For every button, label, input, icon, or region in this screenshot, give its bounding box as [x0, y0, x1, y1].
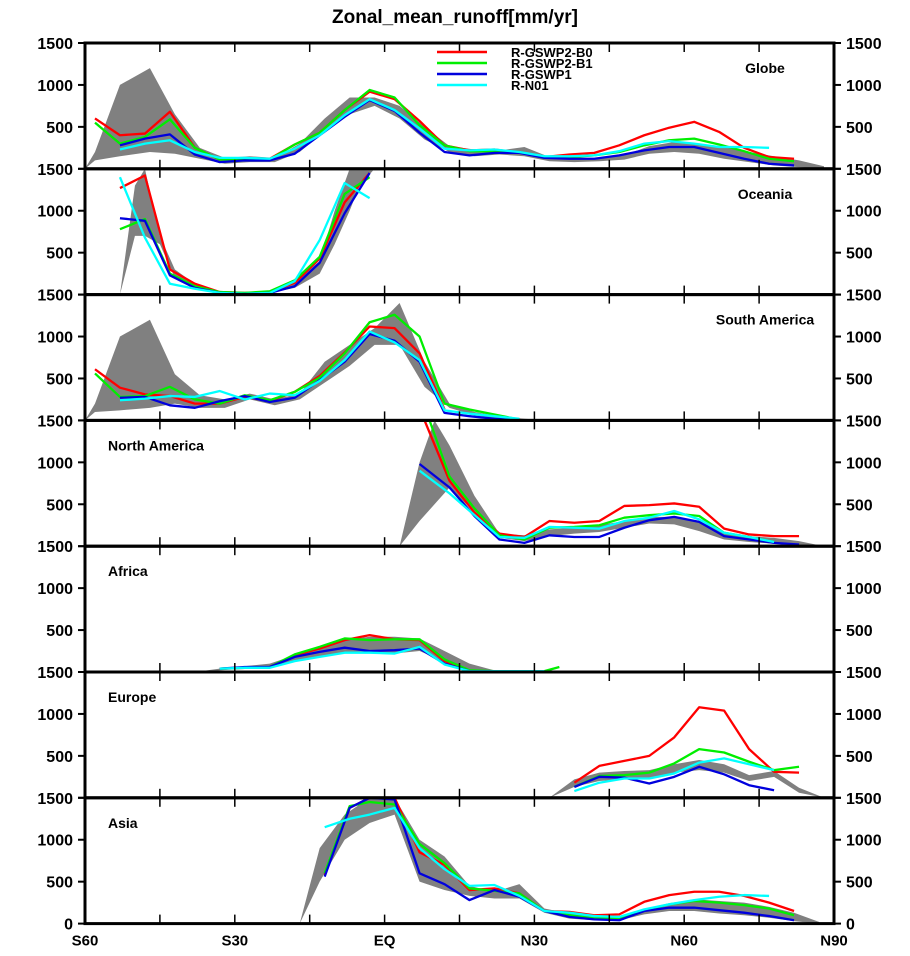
- envelope-asia: [299, 797, 820, 924]
- y-tick-label-left: 1000: [37, 581, 73, 598]
- y-tick-label-right: 1500: [846, 162, 882, 179]
- y-tick-label-left: 1500: [37, 413, 73, 430]
- legend-label-r-gswp2-b1: R-GSWP2-B1: [511, 56, 593, 71]
- y-tick-label-right: 1000: [846, 78, 882, 95]
- series-r-n01-europe: [573, 757, 775, 793]
- legend-label-r-n01: R-N01: [511, 78, 549, 93]
- panel-label-south-america: South America: [716, 312, 814, 328]
- series-r-n01-south-america: [119, 330, 520, 420]
- panel-globe: 500 500 1000 1000 1500 1500 Globe: [37, 36, 882, 171]
- y-tick-label-right: 500: [846, 749, 873, 766]
- y-tick-label-left: 1500: [37, 665, 73, 682]
- y-tick-label-left: 500: [46, 497, 73, 514]
- panel-frame-europe: [83, 670, 836, 800]
- panel-europe: 500 500 1000 1000 1500 1500 Europe: [37, 665, 882, 800]
- y-tick-label-left: 0: [64, 917, 73, 934]
- series-r-gswp2-b1-south-america: [94, 313, 520, 421]
- y-tick-label-right: 1000: [846, 833, 882, 850]
- y-tick-label-left: 1500: [37, 539, 73, 556]
- y-tick-label-left: 1000: [37, 707, 73, 724]
- y-tick-label-right: 1500: [846, 791, 882, 808]
- y-tick-label-left: 1000: [37, 455, 73, 472]
- panel-africa: 500 500 1000 1000 1500 1500 Africa: [37, 539, 882, 674]
- y-tick-label-right: 500: [846, 623, 873, 640]
- y-tick-label-left: 500: [46, 875, 73, 892]
- panel-frame-africa: [83, 544, 836, 674]
- y-tick-label-right: 1000: [846, 455, 882, 472]
- x-tick-label: EQ: [374, 933, 396, 950]
- y-tick-label-right: 1000: [846, 204, 882, 221]
- x-tick-label: S30: [221, 933, 248, 950]
- y-tick-label-left: 500: [46, 246, 73, 263]
- panel-north-america: 500 500 1000 1000 1500 1500 North America: [37, 413, 882, 548]
- y-tick-label-right: 1500: [846, 288, 882, 305]
- y-tick-label-right: 0: [846, 917, 855, 934]
- y-tick-label-right: 500: [846, 246, 873, 263]
- y-tick-label-left: 1500: [37, 162, 73, 179]
- series-r-gswp1-europe: [573, 765, 775, 792]
- envelope-north-america: [399, 420, 825, 547]
- series-r-gswp1-asia: [323, 797, 795, 922]
- y-tick-label-right: 500: [846, 497, 873, 514]
- y-tick-label-left: 1000: [37, 78, 73, 95]
- panel-label-oceania: Oceania: [738, 186, 793, 202]
- envelope-south-america: [85, 302, 550, 421]
- panel-oceania: 500 500 1000 1000 1500 1500 Oceania: [37, 162, 882, 297]
- legend-label-r-gswp1: R-GSWP1: [511, 67, 572, 82]
- legend-label-r-gswp2-b0: R-GSWP2-B0: [511, 45, 593, 60]
- series-r-gswp1-globe: [119, 98, 795, 167]
- y-tick-label-left: 1000: [37, 833, 73, 850]
- series-r-gswp2-b1-europe: [573, 748, 800, 788]
- panel-asia: 0 0 500 500 1000 1000 1500 1500 Asia: [37, 791, 881, 934]
- panel-label-africa: Africa: [108, 563, 148, 579]
- series-r-n01-globe: [119, 98, 770, 160]
- y-tick-label-right: 500: [846, 371, 873, 388]
- y-tick-label-right: 1500: [846, 665, 882, 682]
- series-r-gswp1-north-america: [418, 463, 800, 546]
- panel-label-europe: Europe: [108, 689, 156, 705]
- y-tick-label-right: 1500: [846, 36, 882, 53]
- y-tick-label-left: 500: [46, 623, 73, 640]
- y-tick-label-left: 500: [46, 120, 73, 137]
- y-tick-label-left: 500: [46, 371, 73, 388]
- y-tick-label-left: 1500: [37, 288, 73, 305]
- y-tick-label-right: 500: [846, 120, 873, 137]
- y-tick-label-right: 1000: [846, 581, 882, 598]
- panel-label-globe: Globe: [745, 60, 785, 76]
- x-tick-label: N90: [820, 933, 848, 950]
- y-tick-label-left: 1500: [37, 36, 73, 53]
- y-tick-label-right: 1000: [846, 707, 882, 724]
- panel-label-asia: Asia: [108, 815, 138, 831]
- y-tick-label-right: 1500: [846, 413, 882, 430]
- y-tick-label-right: 500: [846, 875, 873, 892]
- panel-label-north-america: North America: [108, 437, 204, 453]
- panel-frame-oceania: [83, 167, 836, 297]
- x-tick-label: N30: [521, 933, 549, 950]
- series-r-n01-north-america: [418, 469, 775, 544]
- y-tick-label-right: 1500: [846, 539, 882, 556]
- y-tick-label-right: 1000: [846, 330, 882, 347]
- y-tick-label-left: 1000: [37, 330, 73, 347]
- panel-south-america: 500 500 1000 1000 1500 1500 South America: [37, 288, 882, 422]
- series-r-gswp2-b1-asia: [323, 800, 795, 920]
- y-tick-label-left: 500: [46, 749, 73, 766]
- y-tick-label-left: 1000: [37, 204, 73, 221]
- series-r-n01-asia: [324, 806, 770, 919]
- x-tick-label: S60: [72, 933, 99, 950]
- chart-title: Zonal_mean_runoff[mm/yr]: [332, 7, 578, 28]
- y-tick-label-left: 1500: [37, 791, 73, 808]
- x-tick-label: N60: [670, 933, 698, 950]
- series-r-gswp2-b0-europe: [573, 706, 800, 784]
